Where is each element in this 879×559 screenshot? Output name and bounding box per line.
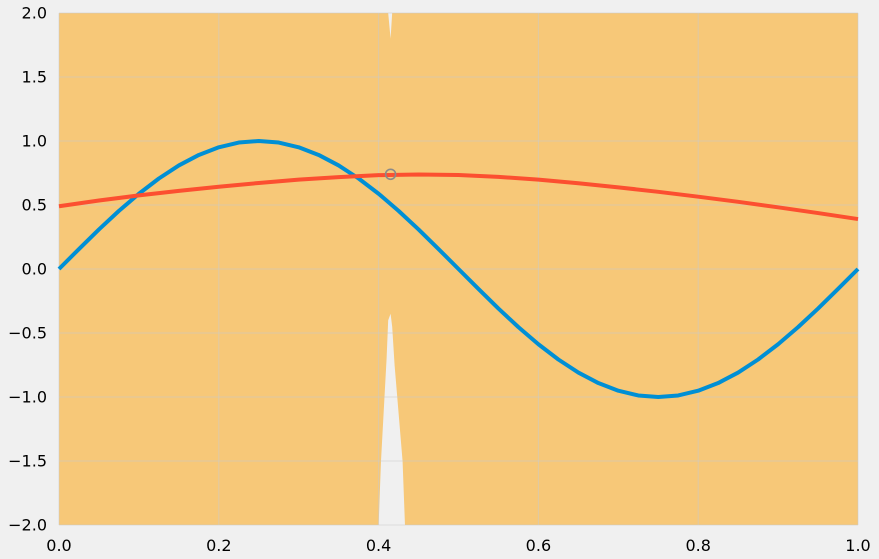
y-tick-label-7: 1.5 bbox=[22, 68, 47, 87]
x-tick-label-1: 0.2 bbox=[206, 536, 231, 555]
y-tick-label-8: 2.0 bbox=[22, 4, 47, 23]
x-axis-tick-labels: 0.0 0.2 0.4 0.6 0.8 1.0 bbox=[46, 536, 870, 555]
series-line-1 bbox=[58, 172, 859, 222]
marker-point-0 bbox=[384, 168, 397, 181]
y-tick-label-1: −1.5 bbox=[8, 452, 47, 471]
y-tick-label-2: −1.0 bbox=[8, 388, 47, 407]
y-axis-tick-labels: −2.0 −1.5 −1.0 −0.5 0.0 0.5 1.0 1.5 2.0 bbox=[8, 4, 47, 535]
marker-layer bbox=[384, 168, 397, 181]
x-tick-label-5: 1.0 bbox=[845, 536, 870, 555]
y-tick-label-5: 0.5 bbox=[22, 196, 47, 215]
series-layer bbox=[57, 139, 860, 399]
x-tick-label-0: 0.0 bbox=[46, 536, 71, 555]
y-tick-label-4: 0.0 bbox=[22, 260, 47, 279]
x-tick-label-3: 0.6 bbox=[526, 536, 551, 555]
y-tick-label-6: 1.0 bbox=[22, 132, 47, 151]
x-tick-label-4: 0.8 bbox=[685, 536, 710, 555]
y-tick-label-0: −2.0 bbox=[8, 516, 47, 535]
y-tick-label-3: −0.5 bbox=[8, 324, 47, 343]
x-tick-label-2: 0.4 bbox=[366, 536, 391, 555]
series-line-0 bbox=[57, 139, 860, 399]
